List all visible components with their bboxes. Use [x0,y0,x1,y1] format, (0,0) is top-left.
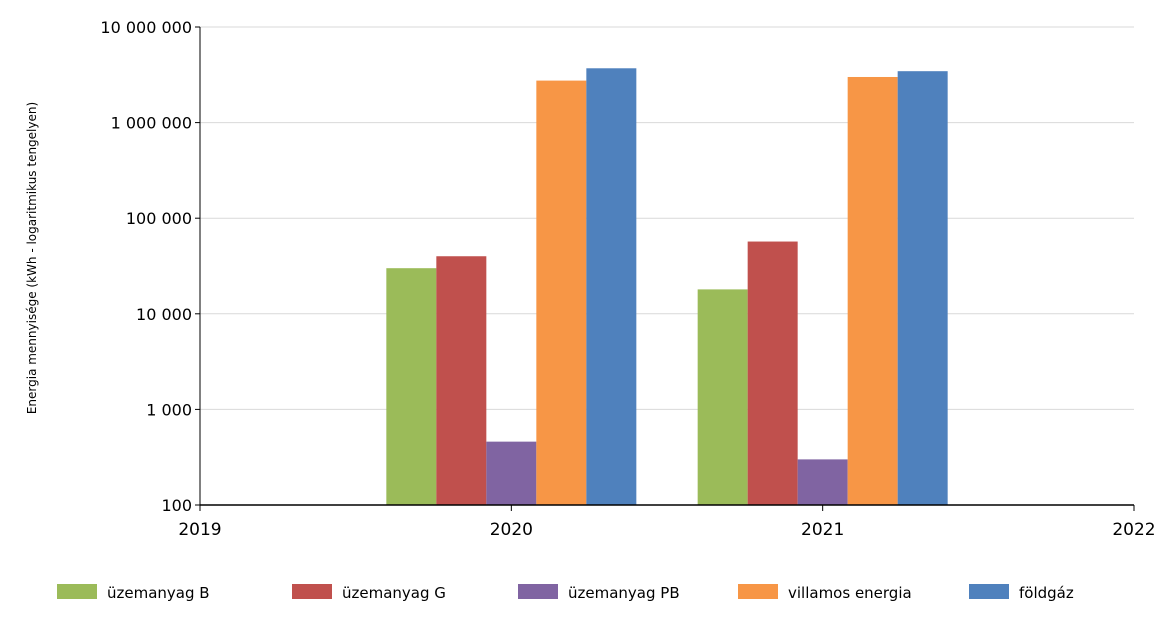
y-axis-label: Energia mennyisége (kWh - logaritmikus t… [25,102,39,414]
bar [586,68,637,506]
bar [436,256,487,505]
legend-label: üzemanyag B [107,584,210,602]
bar [697,289,748,505]
x-tick-label: 2019 [178,520,221,540]
x-tick-label: 2022 [1112,520,1155,540]
legend-item: üzemanyag G [292,584,446,602]
gridlines [195,26,1134,506]
y-tick-label: 1 000 [146,400,192,419]
legend: üzemanyag B üzemanyag G üzemanyag PB villam… [57,584,1074,602]
x-tick-label: 2021 [801,520,844,540]
legend-label: üzemanyag PB [568,584,680,602]
bar [797,459,848,505]
y-tick-label: 10 000 000 [100,18,192,37]
legend-item: villamos energia [738,584,912,602]
legend-item: üzemanyag PB [518,584,680,602]
y-tick-label: 10 000 [136,305,192,324]
axes [199,27,1135,511]
legend-swatch [738,584,778,599]
legend-swatch [518,584,558,599]
legend-item: földgáz [969,584,1074,602]
y-tick-label: 100 000 [126,209,192,228]
legend-item: üzemanyag B [57,584,210,602]
legend-label: földgáz [1019,584,1074,602]
legend-swatch [57,584,97,599]
legend-label: villamos energia [788,584,912,602]
legend-swatch [292,584,332,599]
bars-group [386,68,948,506]
x-tick-labels: 2019 2020 2021 2022 [178,520,1155,540]
y-tick-label: 100 [161,496,192,515]
bar [747,241,798,505]
y-tick-labels: 100 1 000 10 000 100 000 1 000 000 10 000 000 [100,18,192,515]
bar [897,71,948,505]
bar [536,80,587,505]
x-tick-label: 2020 [490,520,533,540]
bar [486,441,537,505]
legend-swatch [969,584,1009,599]
legend-label: üzemanyag G [342,584,446,602]
bar [847,76,898,505]
y-tick-label: 1 000 000 [111,114,192,133]
bar [386,268,437,505]
